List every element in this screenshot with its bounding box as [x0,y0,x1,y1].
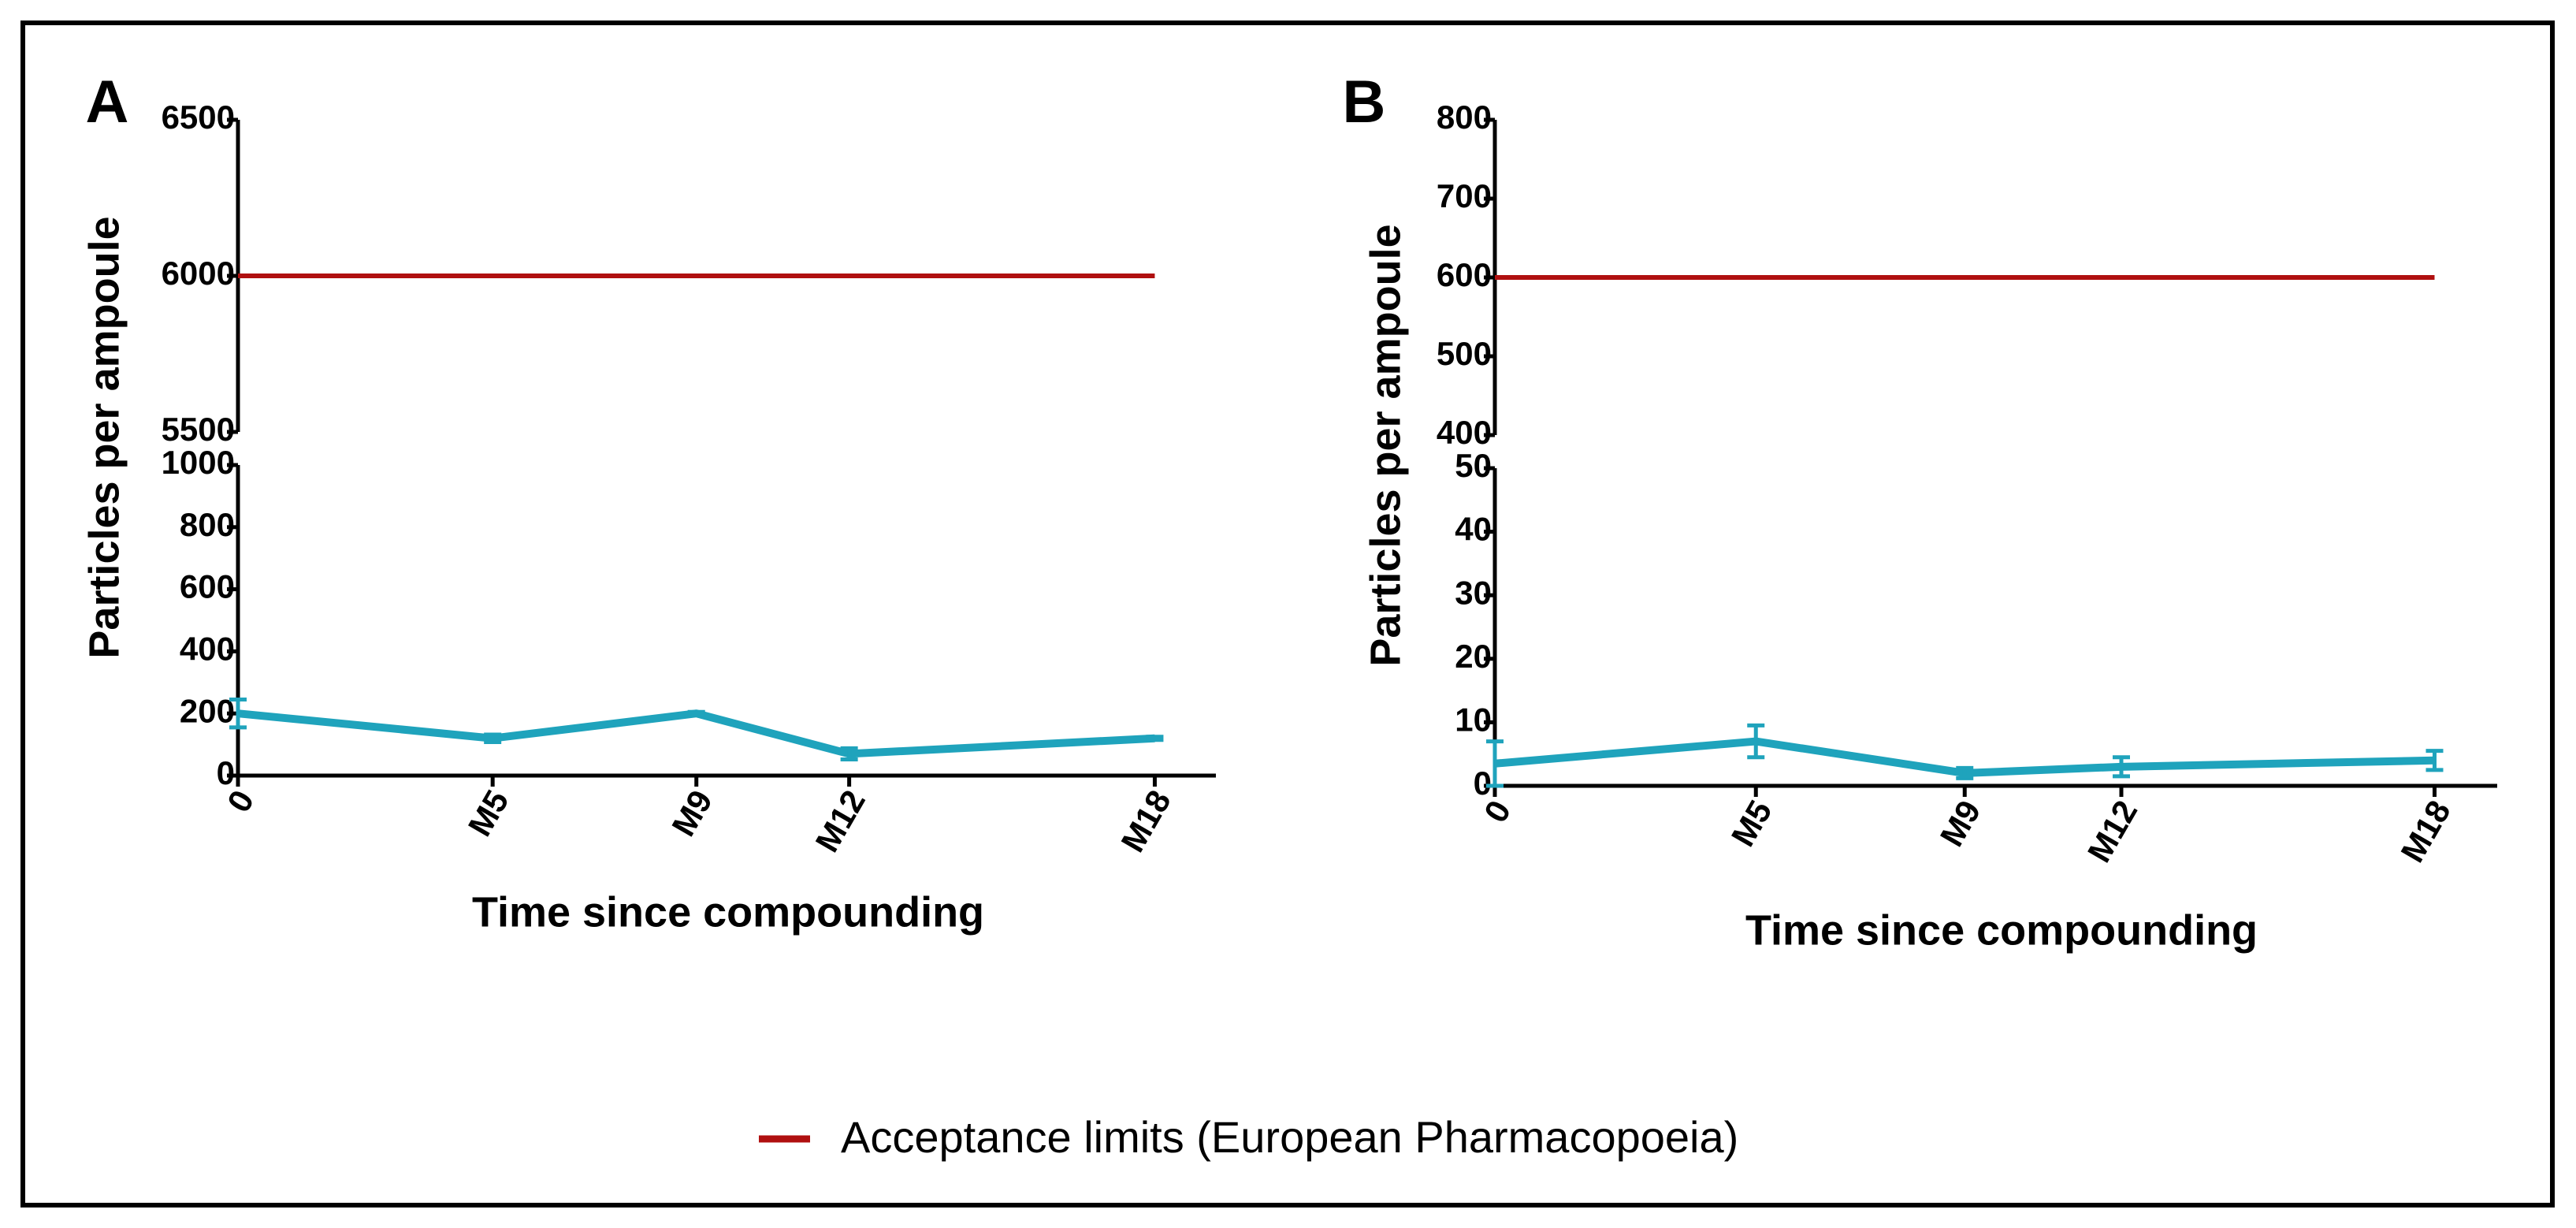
y-tick-label: 6000 [162,255,235,292]
error-bar [1747,723,1765,760]
x-tick-label: M5 [1724,794,1779,853]
y-tick-label: 40 [1455,511,1492,548]
y-axis-title: Particles per ampoule [1362,224,1409,666]
y-tick-label: 0 [217,754,235,791]
panel-label: B [1343,69,1386,136]
y-tick-label: 30 [1455,574,1492,611]
y-tick-label: 50 [1455,447,1492,484]
x-tick-label: M18 [1113,784,1178,858]
x-tick-label: M12 [808,784,872,858]
error-bar [840,746,858,762]
x-tick-label: M12 [2080,794,2145,869]
x-tick-label: 0 [1477,794,1518,829]
y-tick-label: 800 [180,506,235,543]
y-tick-label: 600 [1437,256,1492,293]
error-bar [687,709,705,717]
x-tick-label: M9 [1933,794,1988,853]
error-bar [2425,749,2444,772]
y-tick-label: 600 [180,568,235,605]
error-bar [1956,765,1974,780]
y-axis-title: Particles per ampoule [80,216,128,658]
error-bar [1146,735,1164,742]
y-tick-label: 1000 [162,444,235,481]
y-tick-label: 400 [180,630,235,667]
y-tick-label: 5500 [162,411,235,448]
frame [20,20,2555,1208]
y-tick-label: 6500 [162,99,235,136]
x-tick-label: M18 [2393,794,2458,869]
y-tick-label: 400 [1437,414,1492,451]
data-line [237,709,1155,758]
legend-label: Acceptance limits (European Pharmacopoei… [841,1112,1738,1162]
y-tick-label: 800 [1437,99,1492,136]
error-bar [2113,755,2130,779]
y-tick-label: 0 [1474,765,1492,802]
error-bar [484,732,502,744]
x-tick-label: M5 [461,784,516,843]
y-tick-label: 20 [1455,638,1492,675]
x-tick-label: 0 [220,784,261,819]
error-bar [229,697,247,730]
x-tick-label: M9 [664,784,719,843]
y-tick-label: 700 [1437,177,1492,214]
x-axis-title: Time since compounding [472,888,984,936]
error-bar [1486,739,1504,788]
y-tick-label: 500 [1437,335,1492,372]
x-axis-title: Time since compounding [1745,906,2258,954]
panel-label: A [86,69,129,136]
y-tick-label: 200 [180,692,235,729]
y-tick-label: 10 [1455,701,1492,738]
